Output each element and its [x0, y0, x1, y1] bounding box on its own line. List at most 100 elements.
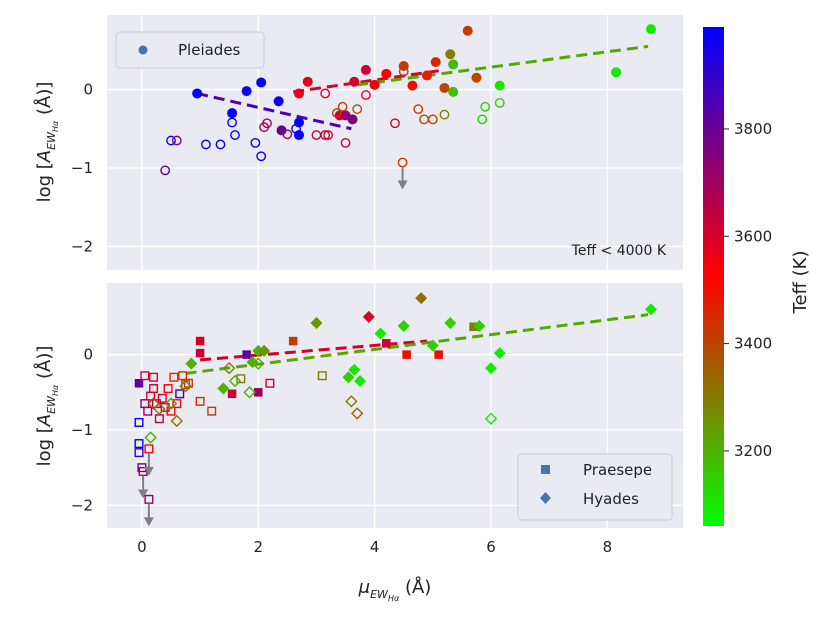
top-ylabel-A: A — [34, 150, 55, 163]
upper-limit-arrow — [397, 157, 408, 190]
hyades-point — [228, 374, 242, 388]
pleiades-point — [398, 66, 409, 77]
hyades-point — [179, 380, 192, 393]
legend-label-praesepe: Praesepe — [583, 461, 652, 479]
pleiades-point — [256, 77, 267, 88]
pleiades-point — [462, 25, 473, 36]
top-panel: −2 −1 0 log [AEWHα (Å)] Pleiades Teff < 40… — [33, 15, 683, 270]
pleiades-point — [337, 101, 348, 112]
legend-label-hyades: Hyades — [583, 490, 639, 508]
pleiades-point — [445, 49, 456, 60]
y-tick-label: −1 — [71, 421, 93, 439]
hyades-point — [153, 402, 166, 416]
bottom-legend-box — [517, 453, 673, 521]
top-ylabel-main: log [ — [34, 162, 55, 202]
praesepe-point — [195, 336, 205, 346]
praesepe-point — [254, 388, 263, 397]
praesepe-point — [242, 350, 251, 359]
bottom-ylabel-sub: EW — [45, 395, 58, 414]
praesepe-point — [169, 372, 179, 382]
y-tick-label: 0 — [83, 81, 93, 99]
hyades-point — [354, 375, 367, 387]
hyades-point — [342, 371, 355, 384]
hyades-point — [493, 347, 506, 360]
hyades-point — [144, 431, 157, 444]
xlabel-tail: (Å) — [399, 576, 431, 598]
top-fit-line-0 — [196, 91, 352, 131]
praesepe-point — [166, 406, 176, 416]
pleiades-point — [273, 96, 284, 107]
hyades-point — [170, 414, 184, 428]
praesepe-point — [175, 389, 185, 399]
legend-label-pleiades: Pleiades — [178, 41, 241, 59]
praesepe-point — [134, 448, 144, 458]
pleiades-point — [427, 114, 438, 125]
bottom-data-points — [134, 292, 657, 473]
pleiades-point — [302, 76, 313, 87]
legend-marker-hyades — [540, 492, 551, 504]
praesepe-point — [157, 393, 167, 403]
pleiades-point — [448, 86, 459, 97]
praesepe-point — [134, 439, 144, 449]
bottom-upper-limits — [138, 444, 154, 527]
top-ylabel-tail: (Å)] — [33, 82, 55, 121]
praesepe-point — [149, 384, 159, 394]
praesepe-point — [163, 384, 173, 394]
praesepe-point — [469, 322, 478, 331]
hyades-point — [222, 361, 236, 375]
y-tick-label: −1 — [71, 159, 93, 177]
pleiades-point — [250, 137, 261, 148]
hyades-point — [645, 303, 657, 316]
hyades-point — [185, 357, 198, 370]
top-ylabel-subsub: Hα — [51, 120, 60, 132]
pleiades-point — [494, 80, 505, 91]
colorbar-tick-label: 3200 — [734, 442, 772, 460]
praesepe-point — [178, 371, 188, 381]
pleiades-point — [331, 108, 342, 118]
praesepe-point — [134, 379, 144, 388]
pleiades-point — [390, 118, 400, 129]
upper-limit-arrowhead — [143, 466, 154, 476]
colorbar: 3200 3400 3600 3800 Teff (K) — [703, 27, 811, 526]
colorbar-tick-label: 3400 — [734, 335, 772, 353]
pleiades-point — [407, 80, 418, 91]
pleiades-point — [369, 79, 380, 90]
top-grid — [107, 15, 683, 270]
pleiades-point — [494, 97, 505, 108]
pleiades-point — [320, 130, 331, 140]
pleiades-point — [646, 24, 656, 35]
pleiades-point — [201, 139, 211, 150]
upper-limit-marker — [144, 494, 154, 504]
top-fit-lines — [196, 44, 649, 131]
pleiades-point — [227, 117, 237, 128]
pleiades-point — [439, 82, 450, 93]
praesepe-point — [434, 350, 443, 359]
hyades-point — [348, 363, 361, 376]
pleiades-point — [340, 137, 351, 148]
hyades-point — [444, 316, 457, 329]
pleiades-point — [171, 135, 182, 146]
praesepe-point — [382, 339, 391, 348]
pleiades-point — [241, 86, 252, 97]
pleiades-point — [192, 88, 203, 99]
hyades-point — [362, 310, 375, 323]
praesepe-point — [140, 371, 150, 381]
bottom-ylabel-subsub: Hα — [51, 384, 60, 396]
teff-annotation: Teff < 4000 K — [571, 243, 667, 259]
colorbar-gradient — [703, 27, 724, 526]
praesepe-point — [143, 406, 153, 416]
bottom-y-tick-labels: −2 −1 0 — [71, 346, 93, 515]
pleiades-point — [262, 118, 272, 129]
hyades-point — [243, 386, 256, 399]
x-tick-label: 0 — [137, 538, 147, 556]
pleiades-point — [323, 130, 333, 140]
bottom-x-tick-labels: 0 2 4 6 8 — [137, 538, 612, 556]
hyades-point — [252, 357, 265, 370]
upper-limit-arrowhead — [397, 180, 408, 190]
praesepe-point — [149, 372, 159, 382]
hyades-point — [374, 327, 387, 340]
pleiades-point — [352, 104, 363, 115]
pleiades-point — [347, 114, 358, 125]
bottom-y-axis-label: log [AEWHα (Å)] — [33, 346, 60, 467]
upper-limit-arrowhead — [138, 489, 149, 499]
